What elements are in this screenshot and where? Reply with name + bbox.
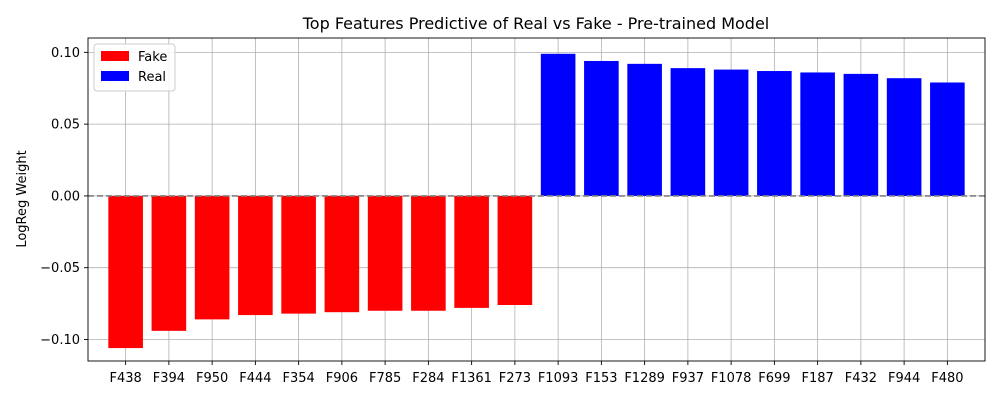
x-tick-label: F354 — [282, 371, 314, 386]
x-tick-label: F284 — [412, 371, 444, 386]
bar-F1078 — [713, 69, 749, 196]
x-tick-label: F937 — [672, 371, 704, 386]
x-tick-label: F394 — [153, 371, 185, 386]
x-tick-label: F187 — [801, 371, 833, 386]
x-tick-label: F153 — [585, 371, 617, 386]
bar-F906 — [324, 195, 360, 313]
bar-F944 — [886, 78, 922, 196]
x-tick-label: F1093 — [538, 371, 579, 386]
y-tick-label: 0.05 — [51, 118, 80, 133]
x-tick-label: F785 — [369, 371, 401, 386]
x-tick-label: F444 — [239, 371, 271, 386]
x-tick-label: F944 — [888, 371, 920, 386]
bar-F153 — [584, 60, 619, 196]
x-tick-label: F1078 — [711, 371, 752, 386]
x-tick-label: F1289 — [624, 371, 665, 386]
x-tick-label: F906 — [326, 371, 358, 386]
bar-F480 — [930, 82, 965, 196]
bar-F432 — [843, 73, 879, 196]
x-tick-label: F273 — [499, 371, 531, 386]
bar-F187 — [800, 72, 835, 196]
bar-F394 — [151, 195, 187, 331]
legend: Fake Real — [93, 43, 176, 92]
x-tick-label: F480 — [931, 371, 963, 386]
y-tick-label: −0.05 — [40, 261, 80, 276]
bar-F937 — [670, 68, 706, 196]
bar-F785 — [367, 195, 403, 311]
bar-F950 — [194, 195, 230, 320]
x-tick-label: F438 — [109, 371, 141, 386]
x-ticks: F438 F394 F950 F444 F354 F906 F785 F284 F1361 F27… — [109, 361, 964, 386]
bar-F1289 — [627, 63, 662, 196]
y-tick-label: −0.10 — [40, 333, 80, 348]
legend-swatch-fake — [101, 51, 129, 61]
x-tick-label: F699 — [758, 371, 790, 386]
y-tick-label: 0.10 — [51, 46, 80, 61]
bar-F354 — [281, 195, 316, 314]
y-ticks: −0.10 −0.05 0.00 0.05 0.10 — [40, 46, 88, 348]
legend-swatch-real — [101, 71, 129, 81]
bars — [108, 53, 965, 349]
plot-frame — [87, 37, 986, 362]
y-axis-label: LogReg Weight — [15, 150, 30, 247]
bar-F1093 — [540, 53, 576, 196]
plot-area-border — [87, 37, 986, 362]
bar-F284 — [411, 195, 446, 311]
bar-F438 — [108, 195, 143, 349]
x-tick-label: F432 — [845, 371, 877, 386]
legend-label-fake: Fake — [138, 50, 167, 65]
legend-label-real: Real — [138, 70, 166, 85]
bar-F1361 — [454, 195, 489, 308]
bar-F273 — [497, 195, 533, 306]
chart-title: Top Features Predictive of Real vs Fake … — [302, 14, 770, 33]
x-tick-label: F1361 — [451, 371, 492, 386]
x-tick-label: F950 — [196, 371, 228, 386]
bar-F699 — [757, 71, 792, 196]
y-tick-label: 0.00 — [51, 189, 80, 204]
bar-F444 — [238, 195, 273, 316]
